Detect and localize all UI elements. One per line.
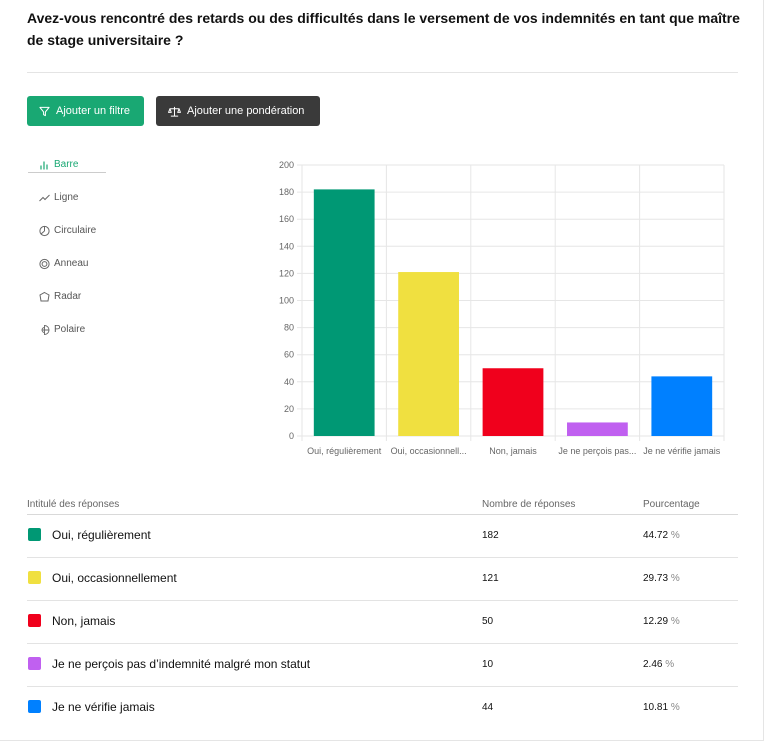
x-tick-label: Non, jamais bbox=[489, 446, 537, 456]
row-count: 182 bbox=[482, 530, 499, 541]
color-swatch bbox=[28, 657, 41, 670]
add-filter-label: Ajouter un filtre bbox=[56, 105, 130, 117]
row-percent: 12.29 % bbox=[643, 616, 680, 627]
row-label: Je ne vérifie jamais bbox=[52, 700, 155, 714]
percent-unit: % bbox=[670, 616, 680, 627]
row-label: Oui, occasionnellement bbox=[52, 571, 177, 585]
x-tick-label: Je ne perçois pas... bbox=[558, 446, 636, 456]
chart-type-polar[interactable]: Polaire bbox=[28, 313, 106, 346]
y-tick-label: 20 bbox=[284, 404, 294, 414]
percent-value: 2.46 bbox=[643, 659, 663, 670]
y-tick-label: 0 bbox=[289, 431, 294, 441]
chart-type-menu: Barre Ligne Circulaire Anneau Radar Pola… bbox=[28, 148, 106, 346]
row-count: 44 bbox=[482, 702, 494, 713]
chart-type-pie[interactable]: Circulaire bbox=[28, 214, 106, 247]
chart-type-label: Ligne bbox=[54, 192, 79, 203]
color-swatch bbox=[28, 571, 41, 584]
y-tick-label: 140 bbox=[279, 241, 294, 251]
percent-unit: % bbox=[670, 530, 680, 541]
x-tick-label: Oui, occasionnell... bbox=[391, 446, 467, 456]
percent-unit: % bbox=[665, 659, 675, 670]
y-tick-label: 160 bbox=[279, 214, 294, 224]
row-count: 10 bbox=[482, 659, 494, 670]
chart-type-label: Anneau bbox=[54, 258, 89, 269]
divider bbox=[27, 72, 738, 73]
chart-type-radar[interactable]: Radar bbox=[28, 280, 106, 313]
chart-type-donut[interactable]: Anneau bbox=[28, 247, 106, 280]
percent-unit: % bbox=[670, 573, 680, 584]
color-swatch bbox=[28, 700, 41, 713]
percent-unit: % bbox=[670, 702, 680, 713]
row-percent: 44.72 % bbox=[643, 530, 680, 541]
color-swatch bbox=[28, 528, 41, 541]
donut-chart-icon bbox=[39, 258, 50, 269]
row-percent: 10.81 % bbox=[643, 702, 680, 713]
color-swatch bbox=[28, 614, 41, 627]
y-tick-label: 40 bbox=[284, 377, 294, 387]
percent-value: 10.81 bbox=[643, 702, 669, 713]
y-tick-label: 180 bbox=[279, 187, 294, 197]
add-filter-button[interactable]: Ajouter un filtre bbox=[27, 96, 144, 126]
chart-type-label: Circulaire bbox=[54, 225, 97, 236]
bar bbox=[482, 368, 544, 436]
percent-value: 29.73 bbox=[643, 573, 669, 584]
header-count: Nombre de réponses bbox=[482, 499, 576, 510]
bar bbox=[651, 376, 713, 436]
header-percent: Pourcentage bbox=[643, 499, 700, 510]
chart-type-line[interactable]: Ligne bbox=[28, 181, 106, 214]
chart-type-label: Radar bbox=[54, 291, 82, 302]
table-row: Oui, régulièrement 182 44.72 % bbox=[27, 515, 738, 558]
y-tick-label: 120 bbox=[279, 268, 294, 278]
bar bbox=[398, 272, 459, 436]
pie-chart-icon bbox=[39, 225, 50, 236]
chart-type-label: Polaire bbox=[54, 324, 86, 335]
chart-type-bar[interactable]: Barre bbox=[28, 148, 106, 181]
bar-chart: 0 20 40 60 80 100 120 140 160 180 200 Oui, régulièr… bbox=[279, 160, 725, 456]
row-percent: 29.73 % bbox=[643, 573, 680, 584]
row-percent: 2.46 % bbox=[643, 659, 674, 670]
row-label: Non, jamais bbox=[52, 614, 116, 628]
table-row: Je ne perçois pas d’indemnité malgré mon… bbox=[27, 644, 738, 687]
x-tick-label: Je ne vérifie jamais bbox=[643, 446, 721, 456]
line-chart-icon bbox=[39, 194, 50, 201]
table-row: Je ne vérifie jamais 44 10.81 % bbox=[27, 687, 738, 729]
scale-icon bbox=[168, 106, 181, 117]
filter-icon bbox=[39, 106, 50, 116]
bar bbox=[567, 422, 628, 436]
percent-value: 12.29 bbox=[643, 616, 669, 627]
row-count: 121 bbox=[482, 573, 499, 584]
bar-chart-icon bbox=[40, 161, 48, 169]
bar bbox=[313, 189, 375, 436]
question-title: Avez-vous rencontré des retards ou des d… bbox=[27, 10, 740, 48]
results-table: Intitulé des réponses Nombre de réponses… bbox=[27, 493, 738, 729]
add-weighting-label: Ajouter une pondération bbox=[187, 105, 305, 117]
header-label: Intitulé des réponses bbox=[27, 499, 120, 510]
x-tick-label: Oui, régulièrement bbox=[307, 446, 382, 456]
y-tick-label: 200 bbox=[279, 160, 294, 170]
polar-chart-icon bbox=[41, 324, 50, 335]
y-tick-label: 80 bbox=[284, 323, 294, 333]
y-tick-label: 60 bbox=[284, 350, 294, 360]
add-weighting-button[interactable]: Ajouter une pondération bbox=[156, 96, 320, 126]
chart-type-label: Barre bbox=[54, 159, 79, 170]
table-row: Non, jamais 50 12.29 % bbox=[27, 601, 738, 644]
table-row: Oui, occasionnellement 121 29.73 % bbox=[27, 558, 738, 601]
row-label: Oui, régulièrement bbox=[52, 528, 151, 542]
row-label: Je ne perçois pas d’indemnité malgré mon… bbox=[52, 657, 311, 671]
row-count: 50 bbox=[482, 616, 494, 627]
percent-value: 44.72 bbox=[643, 530, 669, 541]
y-tick-label: 100 bbox=[279, 296, 294, 306]
radar-chart-icon bbox=[39, 291, 50, 301]
table-header: Intitulé des réponses Nombre de réponses… bbox=[27, 493, 738, 515]
